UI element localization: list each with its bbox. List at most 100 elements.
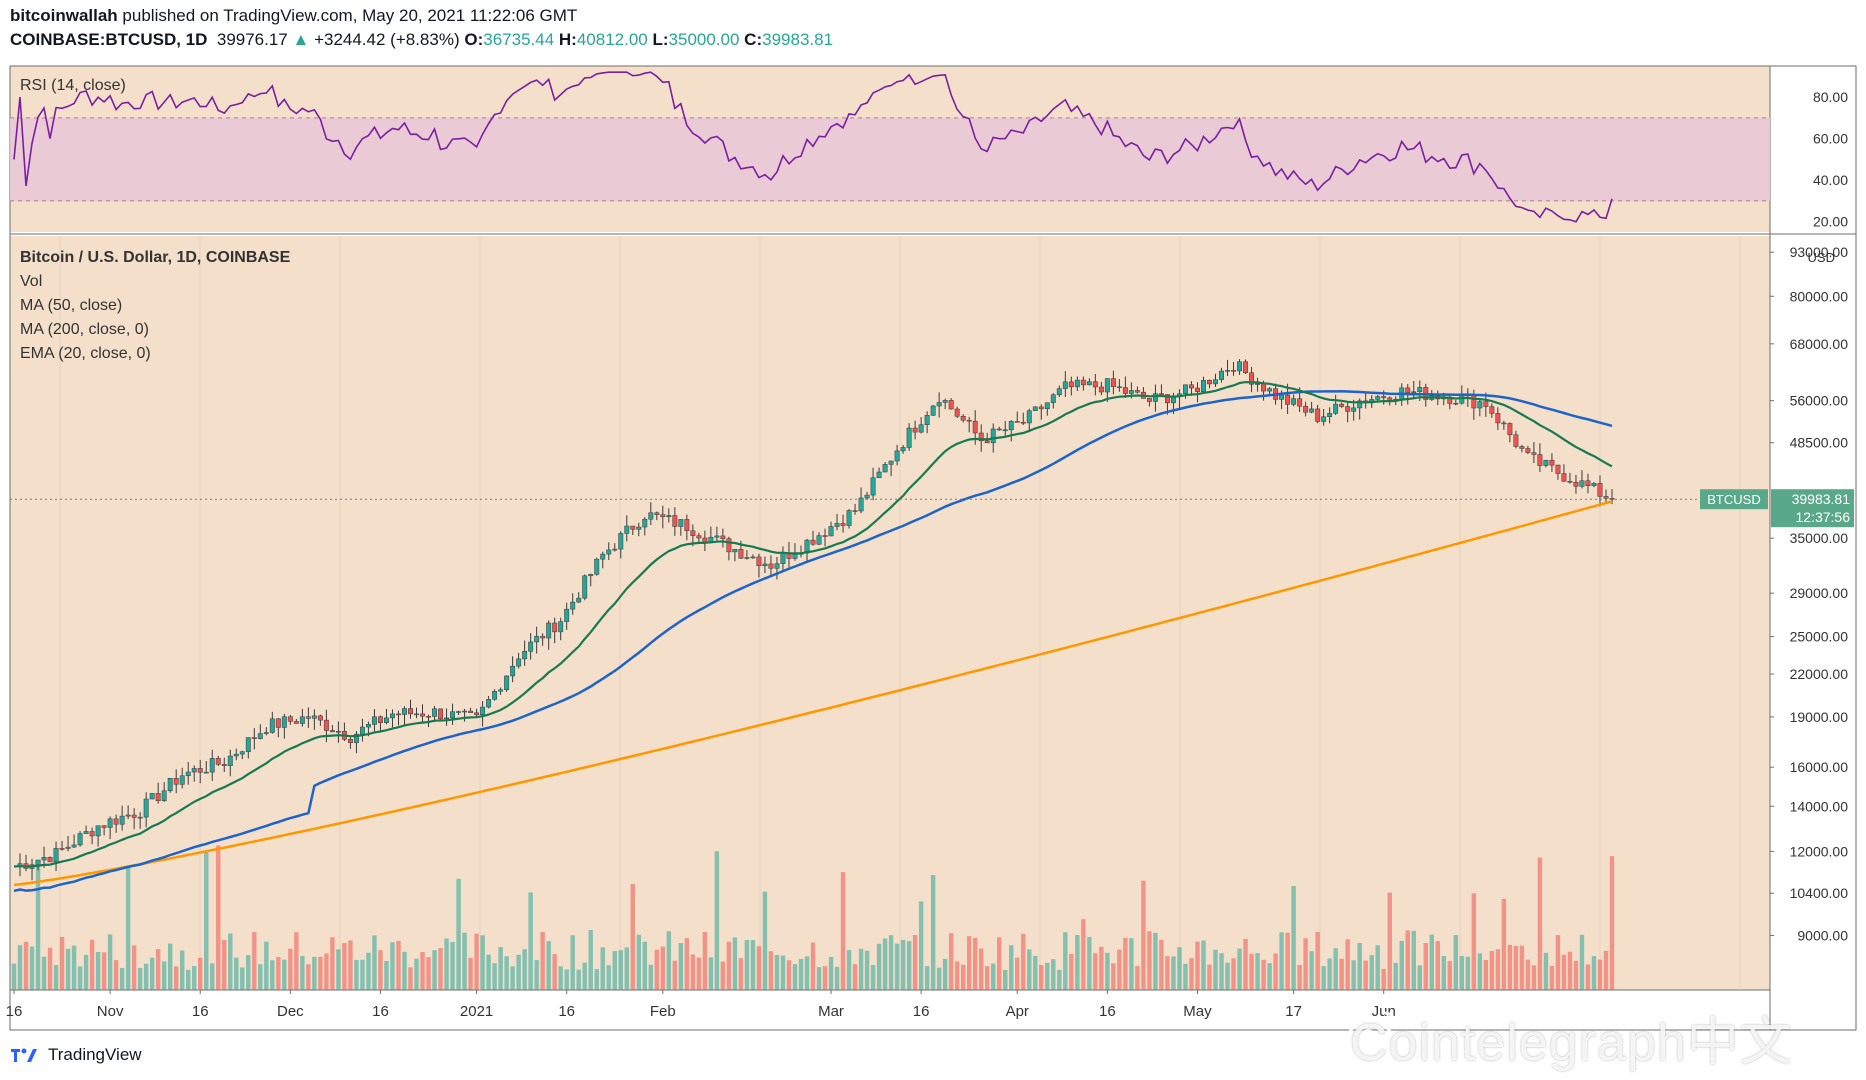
weibo-icon	[1346, 1011, 1398, 1053]
volume-bar	[1441, 956, 1446, 990]
volume-bar	[1369, 955, 1374, 990]
candle-body	[648, 512, 654, 520]
candle-body	[1146, 398, 1152, 402]
candle-body	[522, 651, 528, 660]
volume-bar	[1465, 956, 1471, 990]
volume-bar	[1333, 948, 1338, 990]
volume-bar	[300, 955, 305, 990]
candle-body	[1561, 473, 1567, 482]
candle-body	[1014, 421, 1020, 423]
candle-body	[726, 538, 732, 553]
candle-body	[516, 658, 522, 667]
volume-bar	[1057, 969, 1062, 990]
candle-body	[1345, 406, 1351, 412]
volume-bar	[1123, 937, 1128, 990]
candle-body	[942, 400, 948, 403]
volume-bar	[780, 955, 786, 990]
candle-body	[1183, 384, 1188, 395]
volume-bar	[900, 939, 906, 990]
volume-bar	[330, 937, 335, 990]
chart-canvas[interactable]: 93000.00 80000.00 68000.00 56000.00 48500.00…	[0, 0, 1866, 1040]
close-value: 39983.81	[762, 30, 834, 49]
volume-bar	[1225, 962, 1230, 990]
volume-bar	[504, 956, 509, 990]
volume-bar	[1459, 955, 1465, 990]
candle-body	[540, 635, 546, 639]
candle-body	[209, 758, 215, 773]
time-tick-label: 16	[6, 1003, 23, 1020]
volume-bar	[966, 936, 972, 990]
candle-body	[1339, 403, 1345, 407]
candle-body	[1032, 406, 1038, 411]
volume-bar	[1045, 962, 1050, 990]
volume-bar	[192, 966, 197, 990]
volume-bar	[1519, 945, 1525, 990]
volume-bar	[1021, 933, 1026, 990]
volume-bar	[1315, 931, 1320, 990]
volume-bar	[23, 941, 29, 990]
candle-body	[191, 768, 197, 773]
candle-body	[1597, 483, 1603, 497]
volume-bar	[882, 938, 888, 990]
volume-bar	[1147, 931, 1152, 990]
volume-bar	[954, 961, 960, 990]
volume-bar	[828, 956, 834, 990]
candle-body	[762, 563, 768, 567]
low-label: L:	[652, 30, 669, 49]
volume-bar	[1579, 934, 1585, 990]
candle-body	[1477, 401, 1483, 409]
volume-bar	[522, 949, 527, 990]
candle-body	[936, 402, 942, 407]
candle-body	[636, 526, 642, 530]
volume-bar	[1201, 940, 1206, 990]
tradingview-logo[interactable]: TradingView	[10, 1045, 142, 1065]
volume-bar	[516, 954, 521, 990]
volume-bar	[1165, 956, 1170, 990]
candle-body	[275, 718, 281, 728]
price-tick-label: 12000.00	[1790, 843, 1849, 859]
volume-bar	[1423, 943, 1428, 990]
volume-bar	[768, 951, 774, 990]
volume-bar	[450, 941, 455, 990]
high-label: H:	[558, 30, 577, 49]
candle-body	[1207, 379, 1212, 385]
candle-body	[822, 535, 828, 537]
candle-body	[1321, 416, 1327, 422]
volume-bar	[354, 959, 359, 990]
candle-body	[1567, 480, 1573, 483]
candle-body	[1080, 379, 1086, 386]
publisher-name: bitcoinwallah	[10, 6, 118, 25]
volume-bar	[1399, 940, 1404, 990]
price-legend-item: MA (50, close)	[20, 297, 122, 314]
price-tick-label: 10400.00	[1790, 885, 1849, 901]
candle-body	[588, 574, 594, 577]
volume-bar	[540, 932, 545, 990]
volume-bar	[1105, 952, 1110, 990]
volume-bar	[594, 969, 599, 990]
candle-body	[221, 764, 227, 766]
volume-bar	[1243, 938, 1248, 990]
time-tick-label: 16	[372, 1003, 389, 1020]
volume-bar	[732, 937, 738, 990]
candle-body	[816, 535, 822, 545]
volume-bar	[1219, 953, 1224, 990]
candle-body	[612, 548, 618, 551]
candle-body	[1116, 386, 1122, 389]
volume-bar	[1555, 935, 1561, 990]
candle-body	[155, 793, 161, 801]
volume-bar	[240, 967, 245, 990]
volume-bar	[1609, 856, 1615, 990]
candle-body	[1026, 410, 1032, 424]
candle-body	[1261, 383, 1267, 392]
candle-body	[1249, 372, 1254, 385]
price-tick-label: 25000.00	[1790, 629, 1849, 645]
volume-bar	[1117, 949, 1122, 990]
candle-body	[1002, 429, 1008, 432]
volume-bar	[396, 940, 401, 990]
time-tick-label: Mar	[818, 1003, 844, 1020]
volume-bar	[534, 960, 539, 990]
candle-body	[1555, 464, 1561, 474]
candle-body	[1303, 405, 1309, 413]
volume-bar	[870, 965, 876, 990]
price-tick-label: 16000.00	[1790, 759, 1849, 775]
